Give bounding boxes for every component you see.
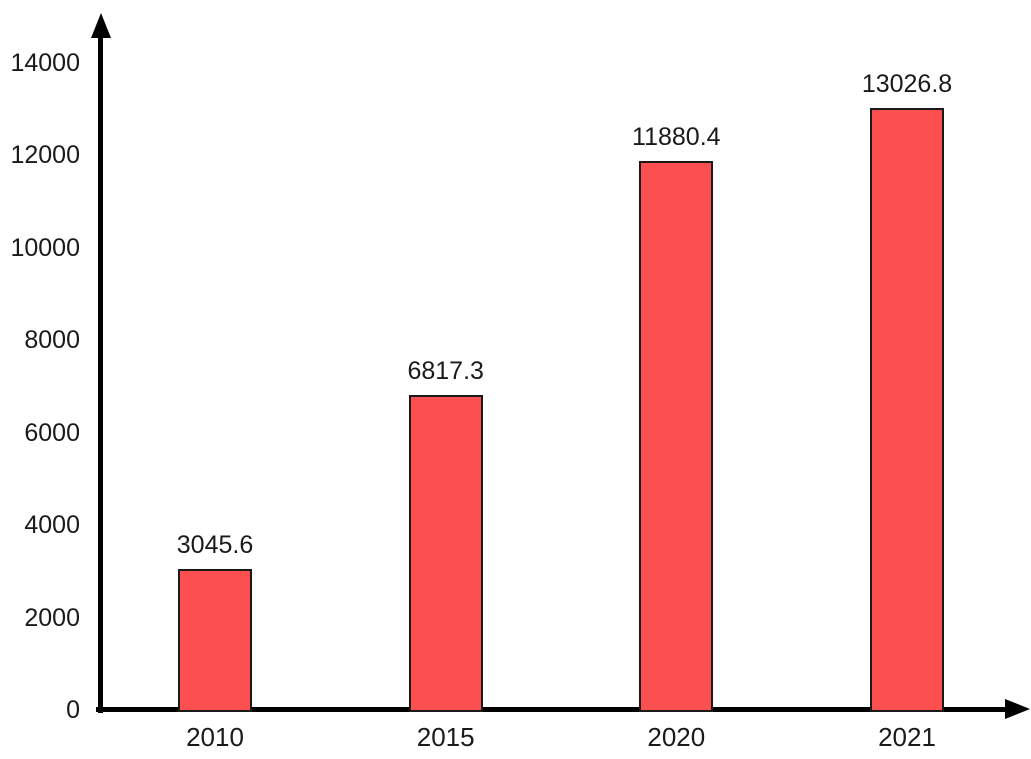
x-axis-arrow-icon bbox=[1005, 699, 1030, 719]
x-tick-label-2021: 2021 bbox=[878, 722, 936, 752]
y-axis bbox=[98, 24, 103, 713]
x-tick-label-2020: 2020 bbox=[647, 722, 706, 752]
y-tick-label: 4000 bbox=[24, 511, 80, 540]
bar-2021 bbox=[870, 107, 944, 712]
bar-value-label: 6817.3 bbox=[407, 356, 484, 385]
bar-2015 bbox=[408, 394, 483, 712]
x-tick-label-2010: 2010 bbox=[186, 722, 244, 752]
y-axis-arrow-icon bbox=[91, 13, 111, 38]
y-tick-label: 14000 bbox=[10, 49, 80, 77]
bar-value-label: 11880.4 bbox=[632, 122, 721, 151]
y-tick-label: 2000 bbox=[24, 603, 80, 632]
y-tick-label: 8000 bbox=[24, 326, 80, 355]
y-tick-label: 12000 bbox=[10, 141, 80, 170]
x-axis bbox=[96, 707, 1014, 712]
y-tick-label: 10000 bbox=[10, 233, 80, 262]
bar-value-label: 3045.6 bbox=[176, 531, 254, 560]
x-tick-label-2015: 2015 bbox=[416, 722, 475, 752]
y-tick-label: 6000 bbox=[24, 418, 80, 447]
bar-2010 bbox=[178, 569, 252, 712]
y-tick-label: 0 bbox=[66, 696, 80, 724]
bar-2020 bbox=[639, 160, 714, 712]
bar-value-label: 13026.8 bbox=[861, 69, 953, 98]
